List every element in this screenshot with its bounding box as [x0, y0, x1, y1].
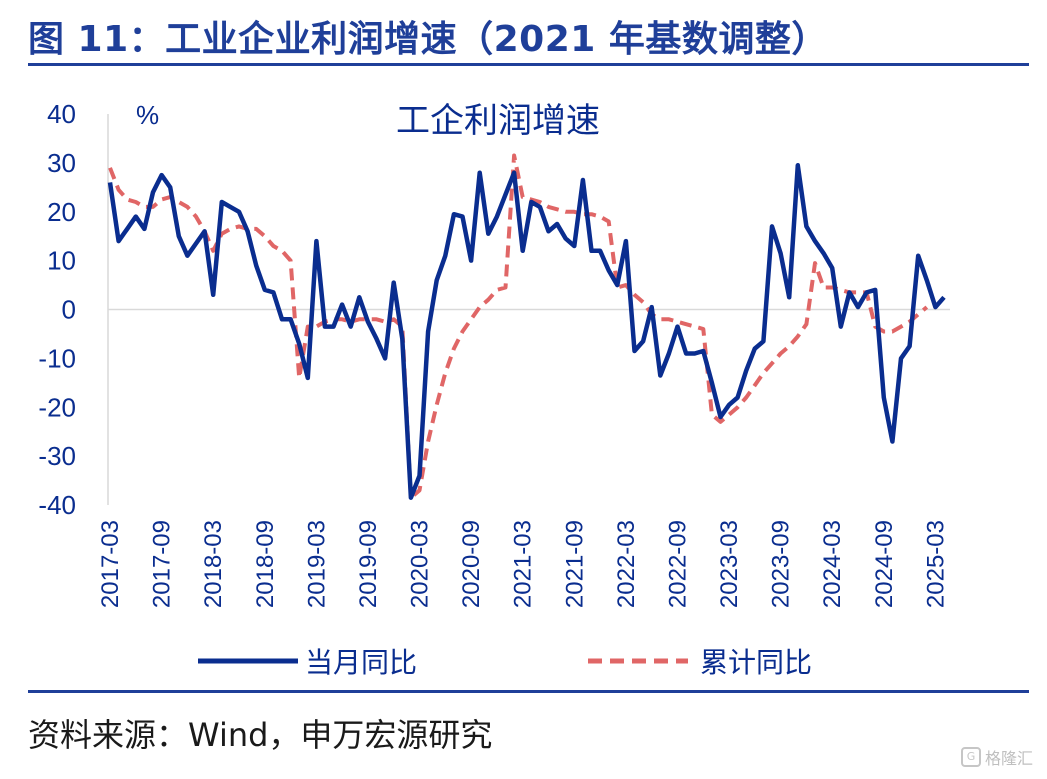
- y-tick-label: -40: [38, 490, 76, 520]
- source-note: 资料来源：Wind，申万宏源研究: [28, 716, 493, 754]
- title-rule: [28, 63, 1029, 66]
- figure-title: 图 11：工业企业利润增速（2021 年基数调整）: [28, 19, 828, 60]
- y-tick-label: 40: [47, 99, 76, 129]
- watermark: G 格隆汇: [960, 745, 1033, 769]
- x-tick-label: 2024-03: [819, 520, 846, 608]
- x-tick-label: 2018-03: [200, 520, 227, 608]
- x-tick-label: 2019-09: [355, 520, 382, 608]
- x-tick-labels: 2017-03 2017-09 2018-03 2018-09 2019-03 2019-…: [97, 520, 949, 608]
- x-tick-label: 2021-03: [510, 520, 537, 608]
- source-rule: [28, 690, 1029, 693]
- legend: 当月同比 累计同比: [198, 647, 812, 678]
- y-tick-label: 30: [47, 148, 76, 178]
- y-tick-label: -10: [38, 343, 76, 373]
- y-tick-label: 10: [47, 246, 76, 276]
- x-tick-label: 2020-09: [458, 520, 485, 608]
- x-tick-label: 2019-03: [303, 520, 330, 608]
- y-axis-unit: %: [136, 100, 159, 130]
- legend-label-cumulative: 累计同比: [700, 647, 812, 678]
- legend-label-monthly: 当月同比: [305, 647, 417, 678]
- y-tick-label: -30: [38, 441, 76, 471]
- x-tick-label: 2024-09: [871, 520, 898, 608]
- x-tick-label: 2023-09: [768, 520, 795, 608]
- x-tick-label: 2020-03: [407, 520, 434, 608]
- x-tick-label: 2017-09: [149, 520, 176, 608]
- y-tick-labels: 40 30 20 10 0 -10 -20 -30 -40: [38, 99, 76, 520]
- y-tick-label: -20: [38, 392, 76, 422]
- x-tick-label: 2022-09: [664, 520, 691, 608]
- y-tick-label: 20: [47, 197, 76, 227]
- x-tick-label: 2025-03: [922, 520, 949, 608]
- y-tick-label: 0: [62, 295, 76, 325]
- x-tick-label: 2018-09: [252, 520, 279, 608]
- x-tick-label: 2017-03: [97, 520, 124, 608]
- series-line-monthly: [107, 163, 946, 500]
- x-tick-label: 2022-03: [613, 520, 640, 608]
- x-tick-label: 2023-03: [716, 520, 743, 608]
- watermark-logo-icon: G: [960, 747, 981, 767]
- chart-title: 工企利润增速: [396, 102, 600, 140]
- series-layer: [107, 153, 946, 500]
- x-tick-label: 2021-09: [561, 520, 588, 608]
- watermark-text: 格隆汇: [984, 749, 1033, 768]
